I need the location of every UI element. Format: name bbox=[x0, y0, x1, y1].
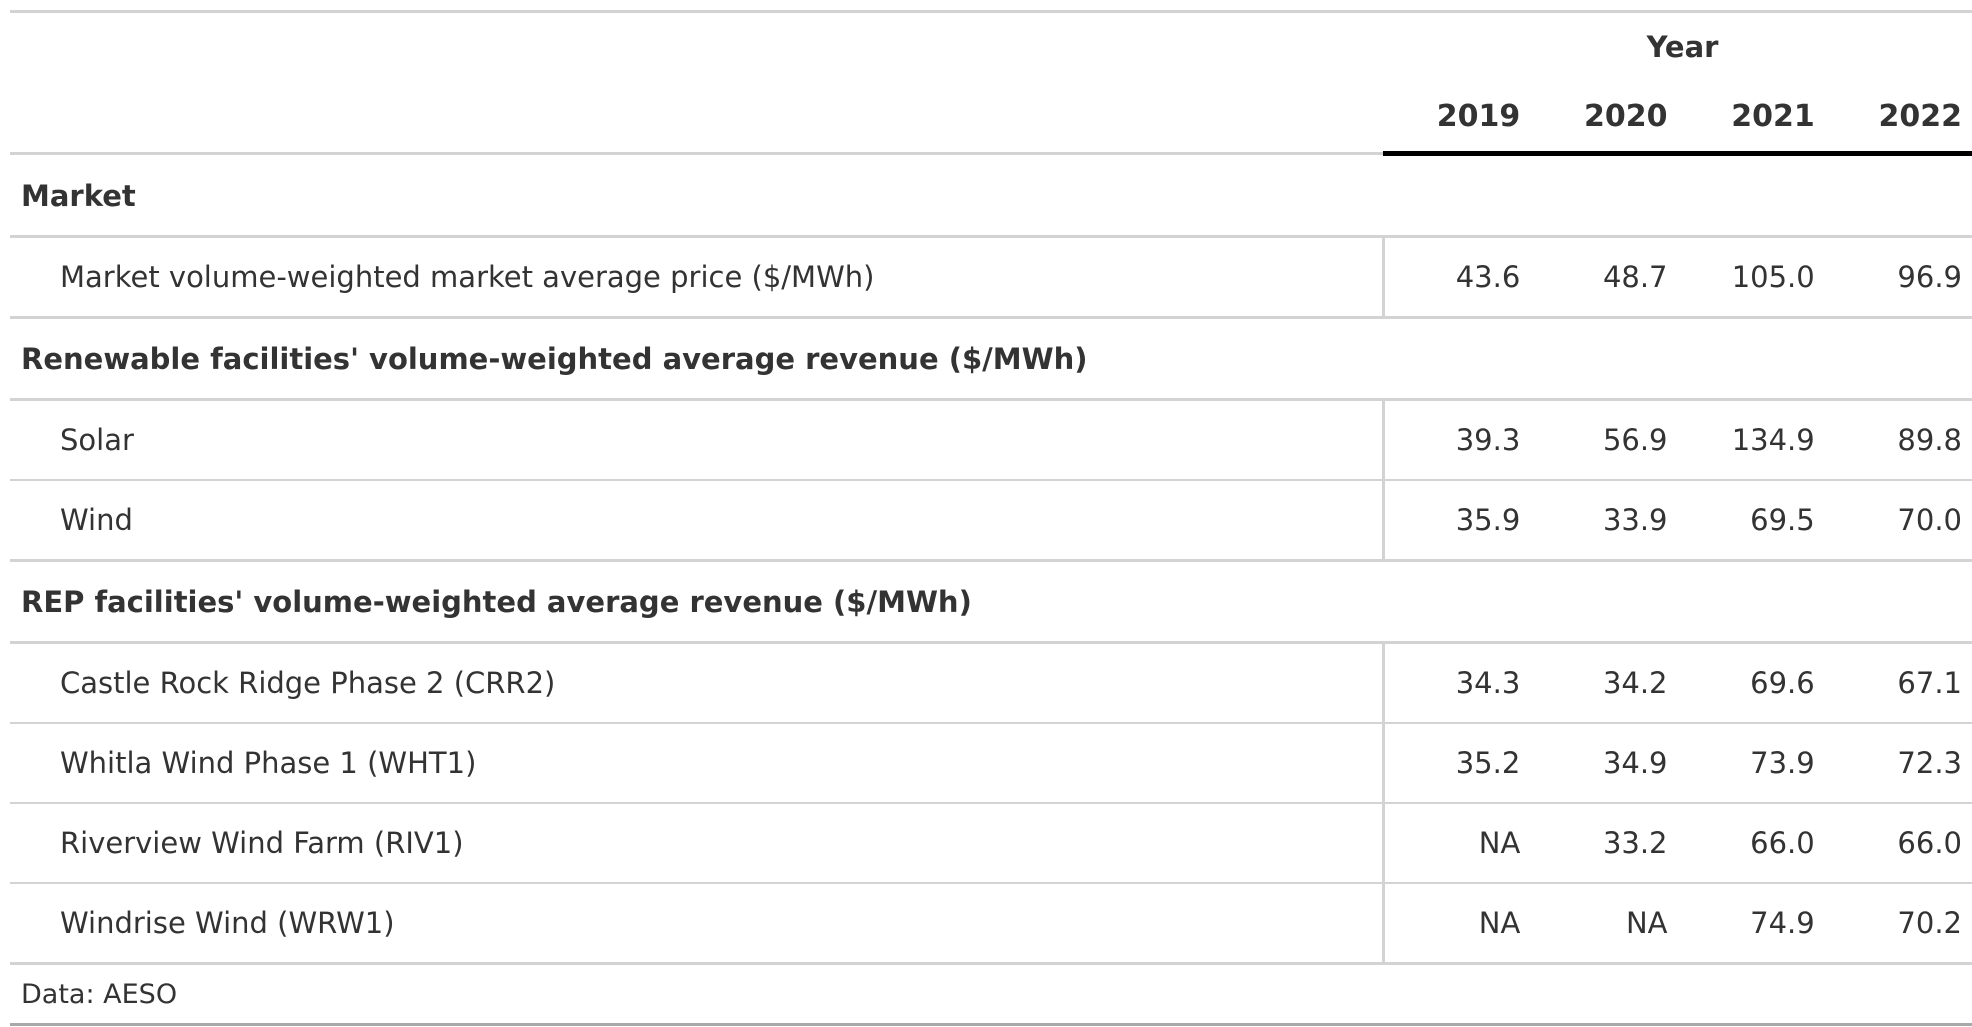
row-label: Castle Rock Ridge Phase 2 (CRR2) bbox=[10, 642, 1385, 724]
cell-value: 35.2 bbox=[1383, 723, 1531, 804]
source-note: Data: AESO bbox=[10, 963, 1972, 1026]
cell-value: 66.0 bbox=[1677, 803, 1825, 884]
column-header-2021: 2021 bbox=[1677, 81, 1825, 156]
cell-value: 66.0 bbox=[1824, 803, 1972, 884]
row-label: Windrise Wind (WRW1) bbox=[10, 883, 1385, 965]
column-spanner: Year bbox=[1383, 12, 1972, 82]
table-row: Whitla Wind Phase 1 (WHT1) 35.2 34.9 73.… bbox=[10, 723, 1972, 804]
row-label: Wind bbox=[10, 480, 1385, 562]
column-header-2022: 2022 bbox=[1824, 81, 1972, 156]
table-row: Castle Rock Ridge Phase 2 (CRR2) 34.3 34… bbox=[10, 642, 1972, 724]
cell-value: 34.2 bbox=[1530, 642, 1678, 724]
stub-header bbox=[10, 81, 1384, 155]
row-label: Market volume-weighted market average pr… bbox=[10, 236, 1385, 319]
table-row: Riverview Wind Farm (RIV1) NA 33.2 66.0 … bbox=[10, 803, 1972, 884]
cell-value: 67.1 bbox=[1824, 642, 1972, 724]
row-label: Solar bbox=[10, 399, 1385, 481]
cell-value: 89.8 bbox=[1824, 399, 1972, 481]
row-group-title: REP facilities' volume-weighted average … bbox=[10, 560, 1972, 644]
cell-value: 74.9 bbox=[1677, 883, 1825, 965]
revenue-table: Year 2019 2020 2021 2022 Market Market v… bbox=[10, 10, 1972, 1026]
cell-value: NA bbox=[1383, 803, 1531, 884]
cell-value: 69.6 bbox=[1677, 642, 1825, 724]
cell-value: 35.9 bbox=[1383, 480, 1531, 562]
row-group-title: Renewable facilities' volume-weighted av… bbox=[10, 317, 1972, 401]
column-header-2020: 2020 bbox=[1530, 81, 1678, 156]
row-group-title: Market bbox=[10, 153, 1972, 238]
row-label: Riverview Wind Farm (RIV1) bbox=[10, 803, 1385, 884]
row-label: Whitla Wind Phase 1 (WHT1) bbox=[10, 723, 1385, 804]
row-group-header: REP facilities' volume-weighted average … bbox=[10, 560, 1972, 644]
cell-value: 73.9 bbox=[1677, 723, 1825, 804]
cell-value: 48.7 bbox=[1530, 236, 1678, 319]
column-spanner-row: Year bbox=[10, 11, 1972, 82]
cell-value: NA bbox=[1383, 883, 1531, 965]
cell-value: 33.2 bbox=[1530, 803, 1678, 884]
data-table-container: Year 2019 2020 2021 2022 Market Market v… bbox=[10, 10, 1972, 1026]
table-row: Market volume-weighted market average pr… bbox=[10, 236, 1972, 319]
row-group-header: Renewable facilities' volume-weighted av… bbox=[10, 317, 1972, 401]
cell-value: 105.0 bbox=[1677, 236, 1825, 319]
cell-value: 34.3 bbox=[1383, 642, 1531, 724]
cell-value: 34.9 bbox=[1530, 723, 1678, 804]
table-row: Solar 39.3 56.9 134.9 89.8 bbox=[10, 399, 1972, 481]
cell-value: 72.3 bbox=[1824, 723, 1972, 804]
cell-value: 70.2 bbox=[1824, 883, 1972, 965]
column-header-row: 2019 2020 2021 2022 bbox=[10, 81, 1972, 156]
cell-value: 69.5 bbox=[1677, 480, 1825, 562]
row-group-header: Market bbox=[10, 153, 1972, 238]
cell-value: 70.0 bbox=[1824, 480, 1972, 562]
cell-value: 96.9 bbox=[1824, 236, 1972, 319]
cell-value: 134.9 bbox=[1677, 399, 1825, 481]
cell-value: 56.9 bbox=[1530, 399, 1678, 481]
cell-value: 43.6 bbox=[1383, 236, 1531, 319]
cell-value: NA bbox=[1530, 883, 1678, 965]
spanner-label: Year bbox=[1646, 30, 1719, 64]
table-row: Wind 35.9 33.9 69.5 70.0 bbox=[10, 480, 1972, 562]
cell-value: 33.9 bbox=[1530, 480, 1678, 562]
column-header-2019: 2019 bbox=[1383, 81, 1531, 156]
cell-value: 39.3 bbox=[1383, 399, 1531, 481]
source-note-row: Data: AESO bbox=[10, 963, 1972, 1026]
stub-header-blank bbox=[10, 12, 1383, 82]
table-row: Windrise Wind (WRW1) NA NA 74.9 70.2 bbox=[10, 883, 1972, 965]
